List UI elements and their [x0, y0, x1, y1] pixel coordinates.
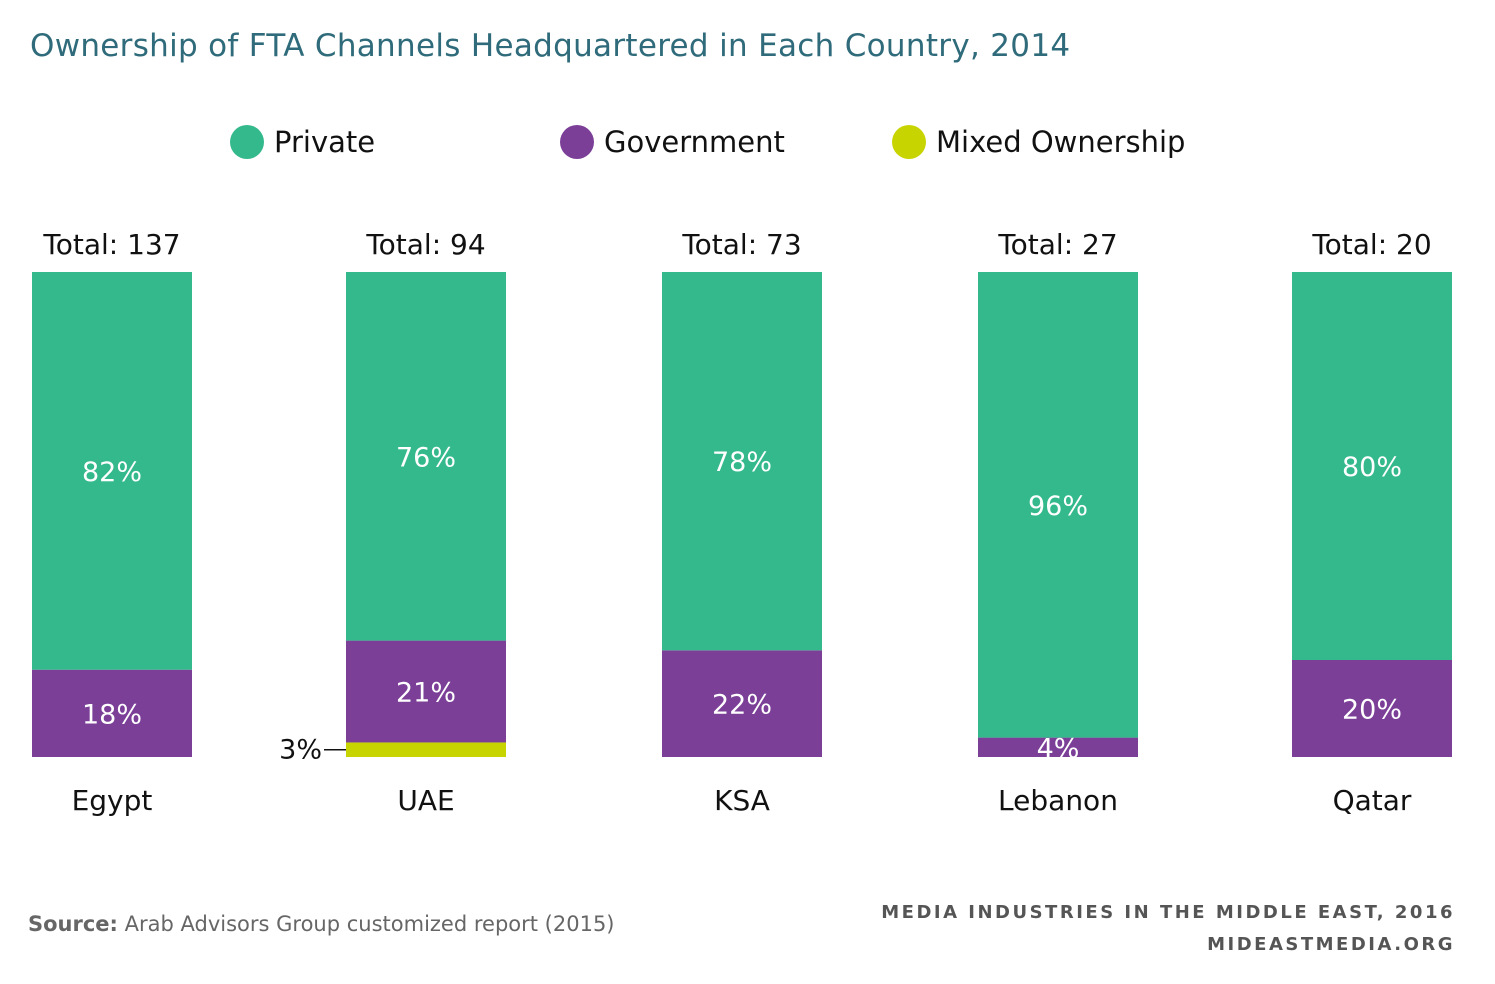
data-label-qatar-private: 80%	[1342, 452, 1402, 483]
footer-website: MIDEASTMEDIA.ORG	[1207, 934, 1455, 955]
chart-title: Ownership of FTA Channels Headquartered …	[30, 28, 1071, 64]
bar-lebanon-private	[978, 272, 1138, 738]
bar-ksa-private	[662, 272, 822, 651]
source-note: Source: Arab Advisors Group customized r…	[28, 912, 615, 936]
data-label-ksa-private: 78%	[712, 447, 772, 478]
source-label: Source:	[28, 912, 118, 936]
legend-swatch-government	[560, 125, 594, 159]
bar-qatar-private	[1292, 272, 1452, 660]
data-label-uae-private: 76%	[396, 442, 456, 473]
data-label-lebanon-private: 96%	[1028, 491, 1088, 522]
total-label-lebanon: Total: 27	[997, 228, 1117, 261]
data-label-egypt-private: 82%	[82, 457, 142, 488]
category-label-egypt: Egypt	[72, 784, 153, 817]
legend-label-private: Private	[274, 125, 376, 159]
bar-lebanon-government	[978, 737, 1138, 757]
bar-egypt-private	[32, 272, 192, 670]
bar-uae-government	[346, 640, 506, 743]
footer-publication: MEDIA INDUSTRIES IN THE MIDDLE EAST, 201…	[881, 902, 1455, 923]
legend-swatch-private	[230, 125, 264, 159]
category-label-lebanon: Lebanon	[998, 784, 1118, 817]
data-label-lebanon-government: 4%	[1037, 733, 1080, 764]
total-label-egypt: Total: 137	[42, 228, 180, 261]
source-text: Arab Advisors Group customized report (2…	[117, 912, 615, 936]
total-label-qatar: Total: 20	[1311, 228, 1431, 261]
bar-uae-mixed-ownership	[346, 742, 506, 757]
bar-qatar-government	[1292, 660, 1452, 757]
category-label-uae: UAE	[397, 784, 454, 817]
data-label-ksa-government: 22%	[712, 690, 772, 721]
data-label-qatar-government: 20%	[1342, 695, 1402, 726]
bar-uae-private	[346, 272, 506, 641]
legend-item-mixed: Mixed Ownership	[892, 122, 1185, 162]
category-label-ksa: KSA	[714, 784, 770, 817]
bar-ksa-government	[662, 650, 822, 757]
data-label-uae-mixed-ownership: 3%	[279, 735, 322, 766]
category-label-qatar: Qatar	[1333, 784, 1412, 817]
legend-label-mixed: Mixed Ownership	[936, 125, 1186, 159]
data-label-egypt-government: 18%	[82, 699, 142, 730]
total-label-ksa: Total: 73	[681, 228, 801, 261]
data-label-uae-government: 21%	[396, 678, 456, 709]
legend-label-government: Government	[604, 125, 785, 159]
bar-egypt-government	[32, 669, 192, 757]
total-label-uae: Total: 94	[365, 228, 485, 261]
legend-item-private: Private	[230, 122, 375, 162]
legend-swatch-mixed	[892, 125, 926, 159]
legend-item-government: Government	[560, 122, 785, 162]
